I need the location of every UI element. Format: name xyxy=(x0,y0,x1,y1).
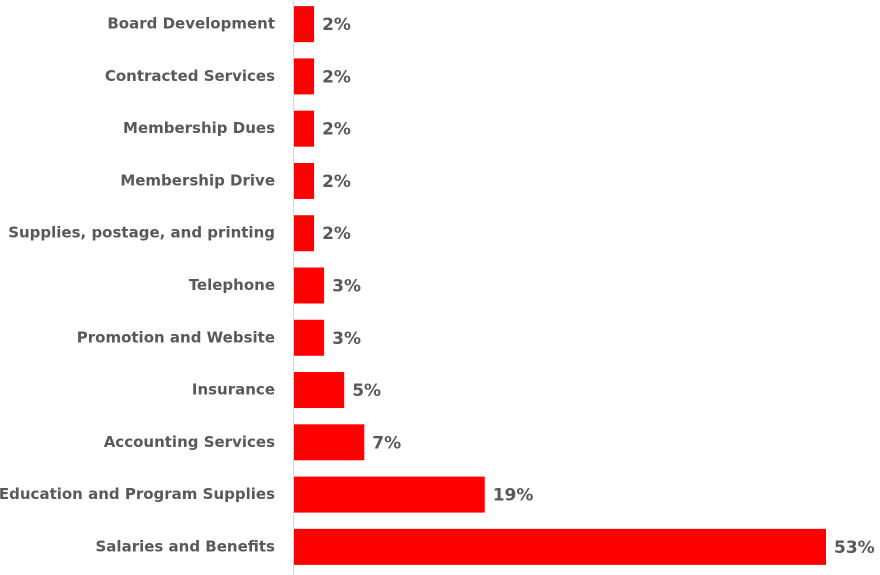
bar xyxy=(294,267,325,304)
y-tick-label: Board Development xyxy=(107,15,275,33)
data-label: 2% xyxy=(322,224,351,244)
bar xyxy=(294,6,315,43)
y-tick-label: Insurance xyxy=(192,381,275,399)
data-label: 53% xyxy=(834,538,875,558)
y-tick-label: Telephone xyxy=(189,276,275,294)
bar xyxy=(294,110,315,147)
y-tick-label: Promotion and Website xyxy=(77,328,275,346)
y-tick-label: Membership Drive xyxy=(120,171,275,189)
y-tick-label: Supplies, postage, and printing xyxy=(8,224,275,242)
data-label: 19% xyxy=(493,486,534,506)
data-label: 5% xyxy=(352,381,381,401)
bar xyxy=(294,476,485,513)
bar xyxy=(294,372,345,409)
bar xyxy=(294,319,325,356)
bar xyxy=(294,215,315,252)
data-label: 3% xyxy=(332,329,361,349)
y-tick-label: Accounting Services xyxy=(104,433,275,451)
data-label: 2% xyxy=(322,172,351,192)
y-tick-label: Education and Program Supplies xyxy=(0,485,275,503)
bar xyxy=(294,58,315,95)
data-label: 2% xyxy=(322,120,351,140)
bar xyxy=(294,162,315,199)
data-label: 2% xyxy=(322,67,351,87)
y-tick-label: Contracted Services xyxy=(105,67,275,85)
y-tick-label: Salaries and Benefits xyxy=(96,537,276,555)
bar xyxy=(294,528,826,565)
data-label: 2% xyxy=(322,15,351,35)
data-label: 3% xyxy=(332,277,361,297)
y-tick-label: Membership Dues xyxy=(123,119,275,137)
data-label: 7% xyxy=(372,433,401,453)
bar xyxy=(294,424,365,461)
